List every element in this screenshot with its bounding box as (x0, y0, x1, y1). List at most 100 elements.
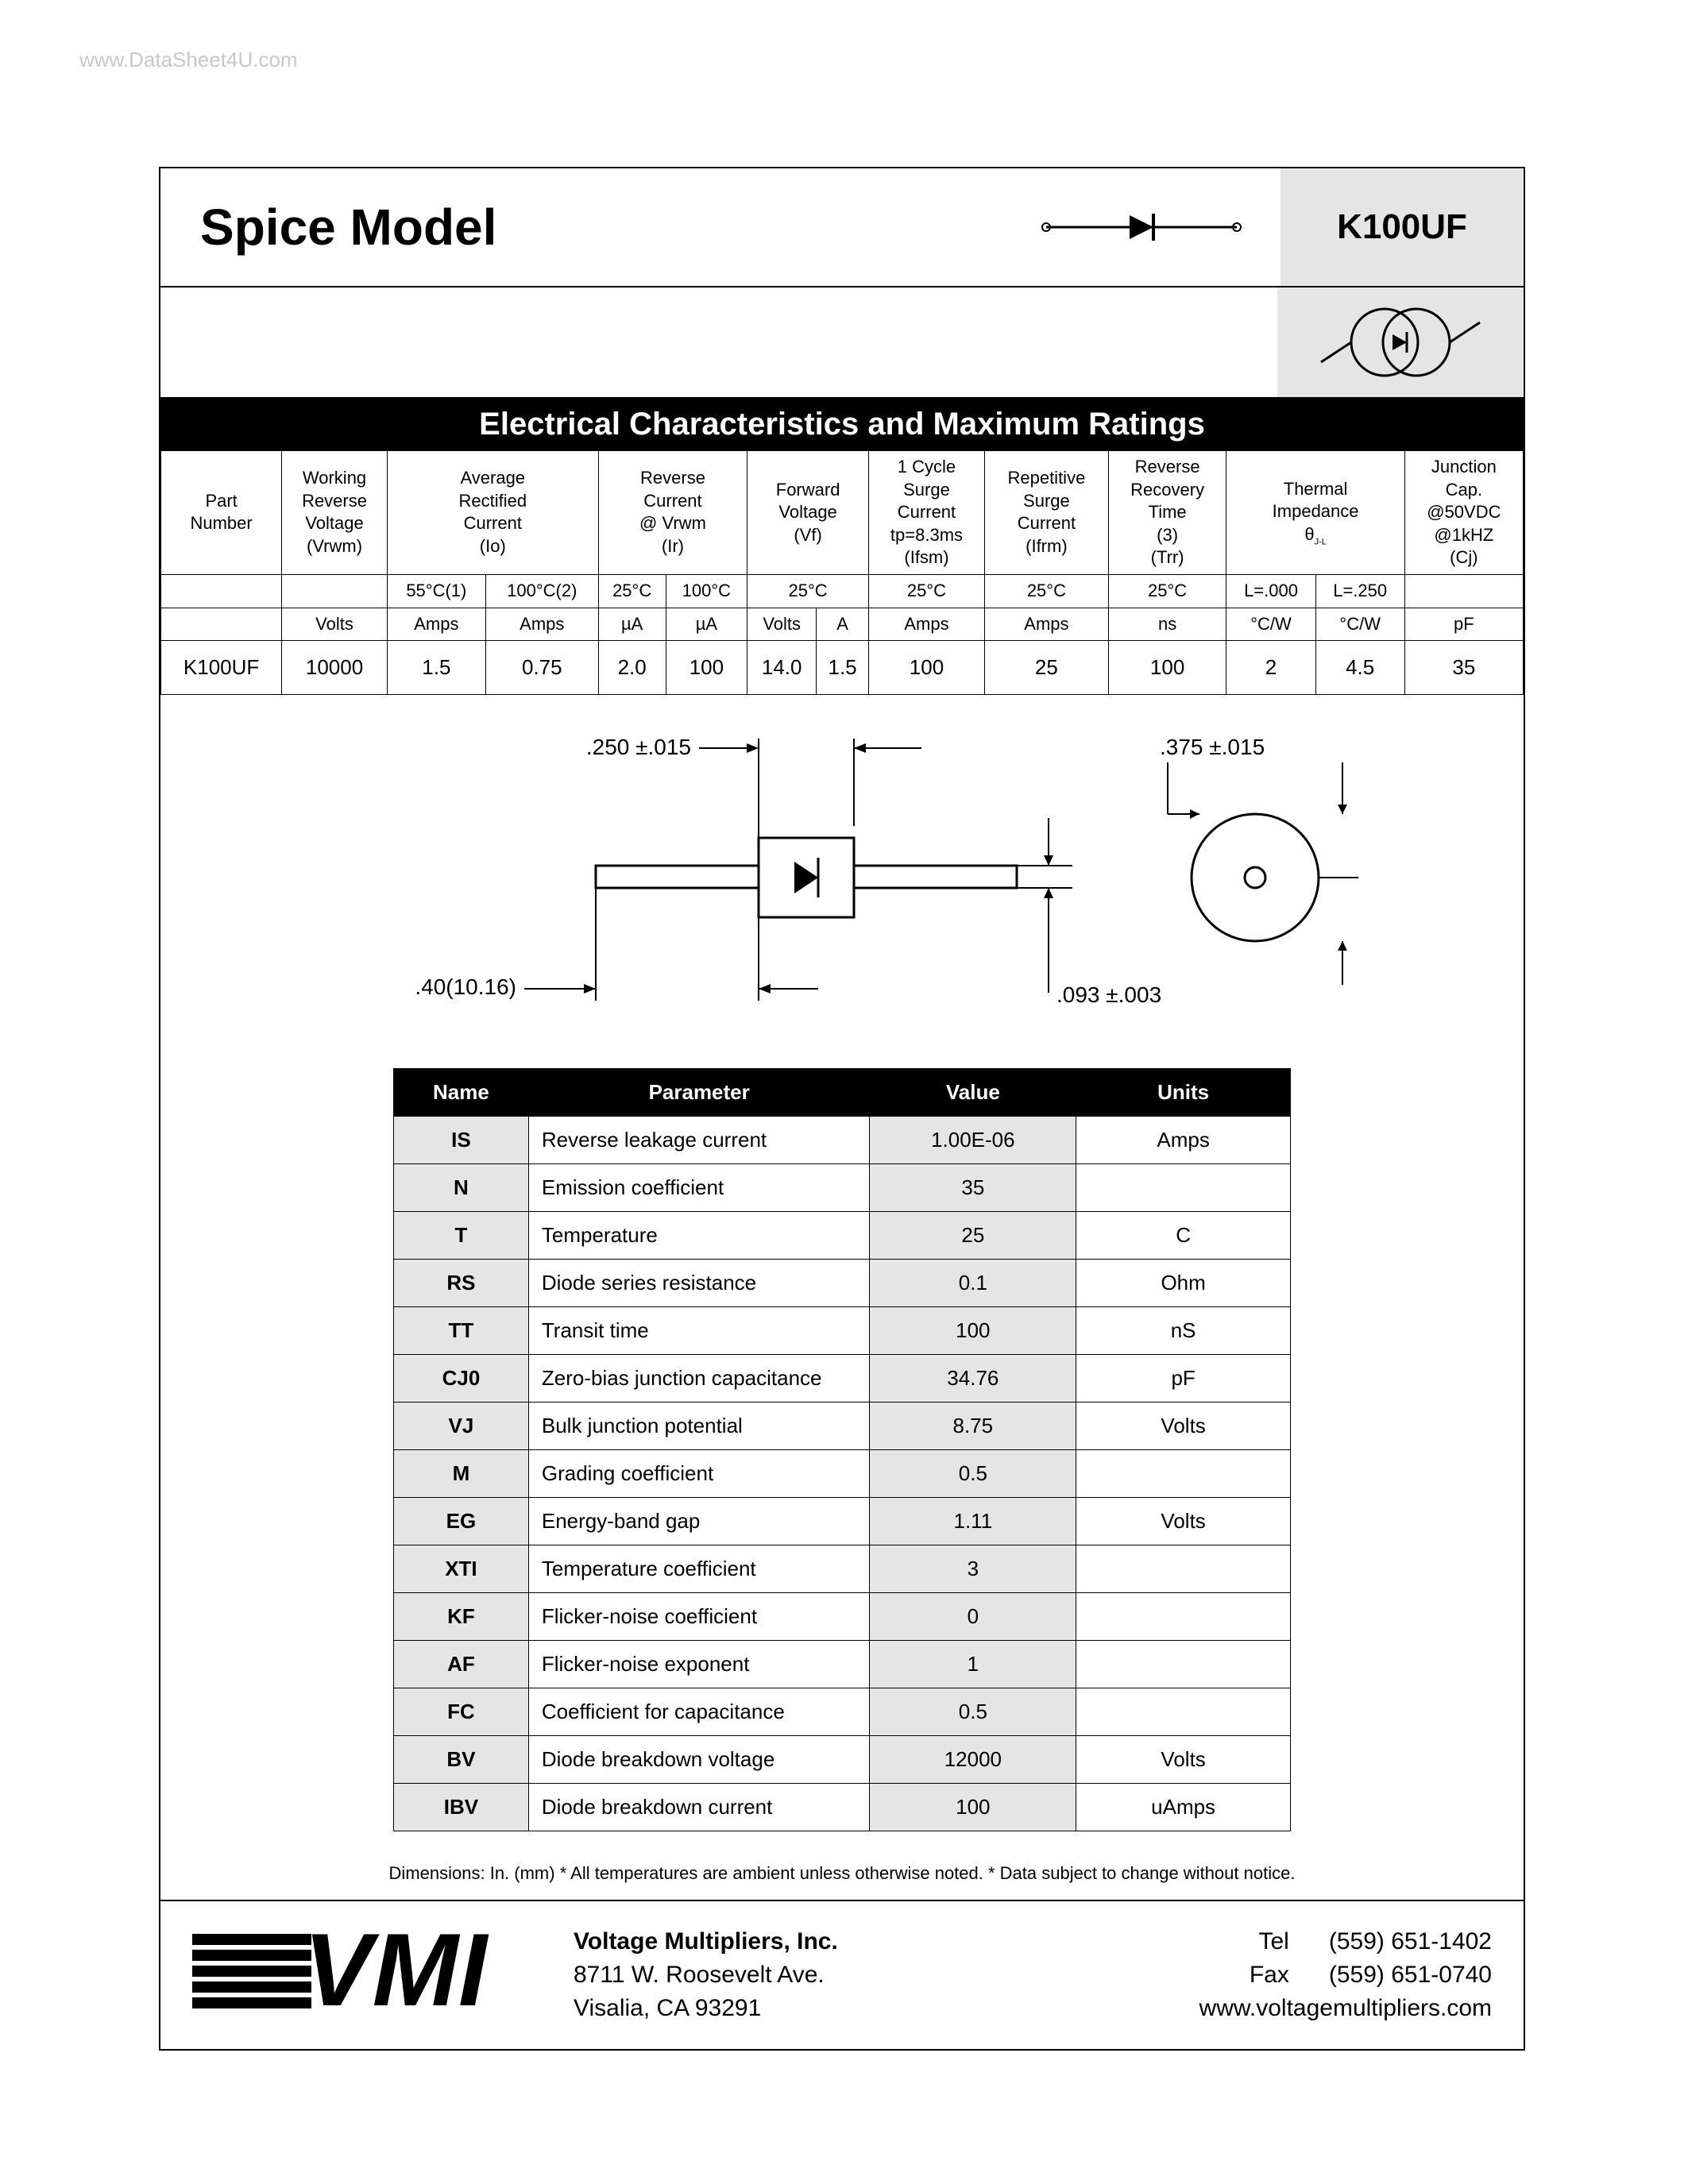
spice-name: T (394, 1212, 529, 1260)
spice-param: Zero-bias junction capacitance (528, 1355, 870, 1403)
table-unit: µA (666, 608, 747, 641)
tel-label: Tel (1258, 1928, 1288, 1954)
spice-header: Value (870, 1069, 1076, 1117)
spice-name: RS (394, 1260, 529, 1307)
table-unit: °C/W (1226, 608, 1315, 641)
table-unit: Amps (387, 608, 485, 641)
spice-name: BV (394, 1736, 529, 1784)
spice-param: Bulk junction potential (528, 1403, 870, 1450)
table-cell: 2 (1226, 641, 1315, 695)
dim-label: .375 ±.015 (1160, 735, 1265, 759)
table-subheader: 100°C (666, 574, 747, 608)
table-unit: Volts (747, 608, 817, 641)
table-header: WorkingReverseVoltage(Vrwm) (282, 451, 388, 575)
table-header: ReverseCurrent@ Vrwm(Ir) (598, 451, 747, 575)
tel-number: (559) 651-1402 (1329, 1928, 1492, 1954)
table-cell: 0.75 (485, 641, 598, 695)
table-header: RepetitiveSurgeCurrent(Ifrm) (984, 451, 1108, 575)
table-cell: 1.5 (817, 641, 869, 695)
table-unit: Amps (485, 608, 598, 641)
datasheet-frame: Spice Model K100UF Electrical Charac (159, 167, 1525, 2051)
spice-param: Diode breakdown voltage (528, 1736, 870, 1784)
electrical-table: PartNumberWorkingReverseVoltage(Vrwm)Ave… (160, 450, 1524, 695)
spice-unit: Amps (1076, 1117, 1291, 1164)
table-row: AFFlicker-noise exponent1 (394, 1641, 1291, 1688)
spice-name: IS (394, 1117, 529, 1164)
spice-param: Flicker-noise coefficient (528, 1593, 870, 1641)
spice-value: 0 (870, 1593, 1076, 1641)
spice-value: 0.1 (870, 1260, 1076, 1307)
spice-value: 0.5 (870, 1450, 1076, 1498)
table-row: VJBulk junction potential8.75Volts (394, 1403, 1291, 1450)
table-header: 1 CycleSurgeCurrenttp=8.3ms(Ifsm) (868, 451, 984, 575)
spice-value: 1 (870, 1641, 1076, 1688)
table-cell: 1.5 (387, 641, 485, 695)
table-cell: 10000 (282, 641, 388, 695)
company-address: Voltage Multipliers, Inc. 8711 W. Roosev… (574, 1925, 1168, 2025)
table-row: ISReverse leakage current1.00E-06Amps (394, 1117, 1291, 1164)
package-row (160, 287, 1524, 399)
table-row: NEmission coefficient35 (394, 1164, 1291, 1212)
spice-param: Diode series resistance (528, 1260, 870, 1307)
table-header: JunctionCap.@50VDC@1kHZ(Cj) (1404, 451, 1523, 575)
spice-unit (1076, 1688, 1291, 1736)
table-row: FCCoefficient for capacitance0.5 (394, 1688, 1291, 1736)
spice-unit: Volts (1076, 1498, 1291, 1545)
vmi-logo: VMI (192, 1926, 542, 2025)
table-subheader: 25°C (868, 574, 984, 608)
table-row: IBVDiode breakdown current100uAmps (394, 1784, 1291, 1831)
dim-label: .093 ±.003 (1056, 982, 1161, 1007)
spice-param: Reverse leakage current (528, 1117, 870, 1164)
table-header: AverageRectifiedCurrent(Io) (387, 451, 598, 575)
table-cell: 35 (1404, 641, 1523, 695)
watermark-text: www.DataSheet4U.com (79, 48, 298, 72)
table-row: TTTransit time100nS (394, 1307, 1291, 1355)
footnote: Dimensions: In. (mm) * All temperatures … (160, 1855, 1524, 1900)
table-header: PartNumber (161, 451, 282, 575)
spice-unit (1076, 1641, 1291, 1688)
table-subheader: 25°C (1108, 574, 1226, 608)
table-subheader: 55°C(1) (387, 574, 485, 608)
spice-unit: Ohm (1076, 1260, 1291, 1307)
header-row: Spice Model K100UF (160, 168, 1524, 287)
spice-name: FC (394, 1688, 529, 1736)
spice-header: Name (394, 1069, 529, 1117)
spice-name: KF (394, 1593, 529, 1641)
table-row: XTITemperature coefficient3 (394, 1545, 1291, 1593)
address-line: 8711 W. Roosevelt Ave. (574, 1958, 1168, 1992)
table-subheader: 25°C (747, 574, 869, 608)
table-row: CJ0Zero-bias junction capacitance34.76pF (394, 1355, 1291, 1403)
svg-text:VMI: VMI (303, 1926, 489, 2021)
spice-name: IBV (394, 1784, 529, 1831)
table-row: KFFlicker-noise coefficient0 (394, 1593, 1291, 1641)
dimension-drawing: .250 ±.015 .40(10.16) (160, 695, 1524, 1068)
spice-param: Coefficient for capacitance (528, 1688, 870, 1736)
spice-unit: pF (1076, 1355, 1291, 1403)
spice-table-wrap: NameParameterValueUnits ISReverse leakag… (160, 1068, 1524, 1855)
table-cell: K100UF (161, 641, 282, 695)
table-subheader (1404, 574, 1523, 608)
table-cell: 25 (984, 641, 1108, 695)
spice-value: 1.11 (870, 1498, 1076, 1545)
spice-name: XTI (394, 1545, 529, 1593)
table-unit: Volts (282, 608, 388, 641)
spice-unit: C (1076, 1212, 1291, 1260)
address-line: Visalia, CA 93291 (574, 1992, 1168, 2025)
diode-symbol (1002, 168, 1280, 286)
table-cell: 14.0 (747, 641, 817, 695)
spice-value: 35 (870, 1164, 1076, 1212)
spice-value: 1.00E-06 (870, 1117, 1076, 1164)
spice-param: Energy-band gap (528, 1498, 870, 1545)
table-header: ThermalImpedanceθJ-L (1226, 451, 1404, 575)
spice-unit (1076, 1450, 1291, 1498)
table-row: RSDiode series resistance0.1Ohm (394, 1260, 1291, 1307)
fax-label: Fax (1250, 1962, 1289, 1988)
footer: VMI Voltage Multipliers, Inc. 8711 W. Ro… (160, 1900, 1524, 2049)
spice-unit: nS (1076, 1307, 1291, 1355)
spice-value: 8.75 (870, 1403, 1076, 1450)
table-cell: 100 (868, 641, 984, 695)
table-subheader: L=.250 (1315, 574, 1404, 608)
spice-name: CJ0 (394, 1355, 529, 1403)
table-cell: 100 (666, 641, 747, 695)
company-name: Voltage Multipliers, Inc. (574, 1925, 1168, 1958)
